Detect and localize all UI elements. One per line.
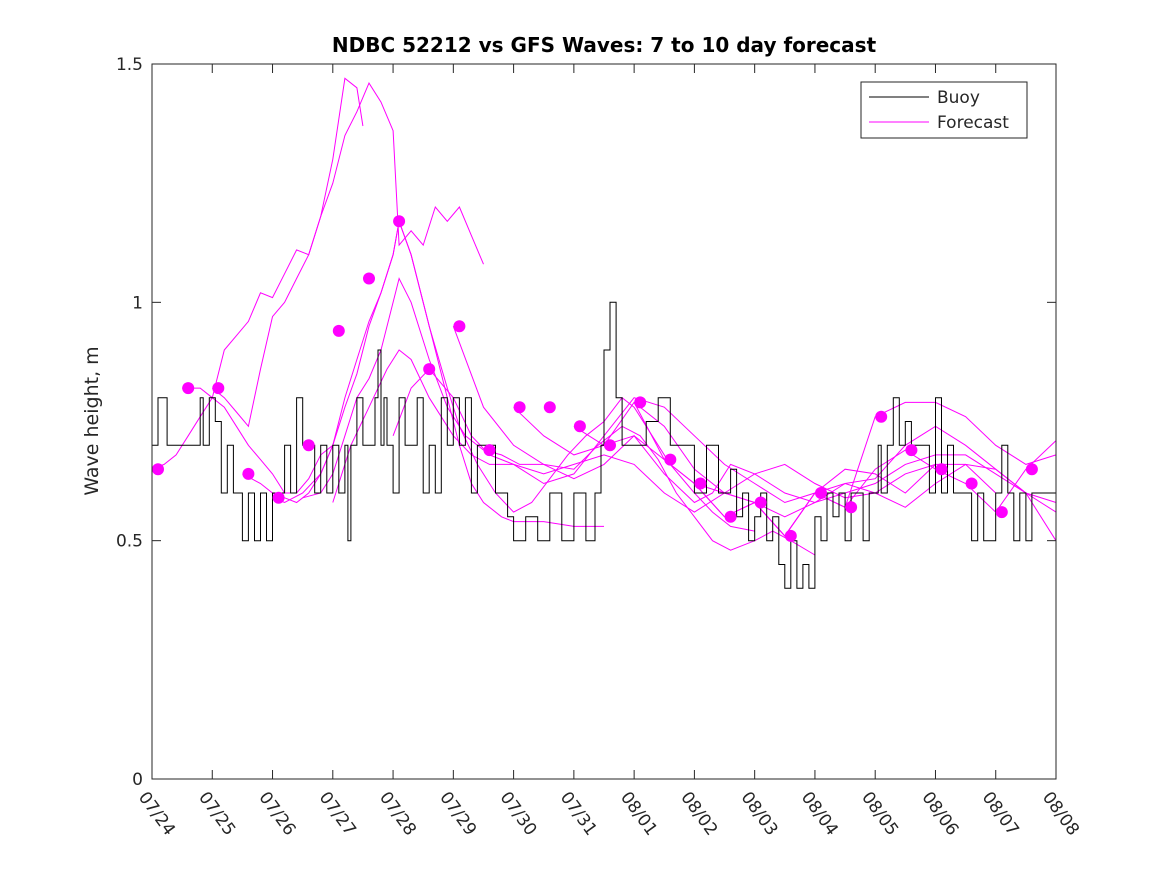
forecast-marker-24	[875, 410, 888, 423]
forecast-marker-28	[995, 506, 1008, 519]
legend-box	[860, 81, 1028, 139]
forecast-line-8	[452, 326, 1057, 504]
forecast-marker-13	[543, 401, 556, 414]
chart-title: NDBC 52212 vs GFS Waves: 7 to 10 day for…	[332, 33, 877, 57]
forecast-line-0	[151, 396, 334, 494]
forecast-marker-8	[393, 215, 406, 228]
forecast-marker-1	[182, 382, 195, 395]
forecast-markers	[152, 215, 1038, 542]
forecast-marker-12	[513, 401, 526, 414]
forecast-marker-27	[965, 477, 978, 490]
forecast-marker-10	[453, 320, 466, 333]
forecast-marker-9	[423, 363, 436, 376]
forecast-line-2	[211, 82, 484, 428]
forecast-marker-15	[604, 439, 616, 452]
forecast-marker-18	[694, 477, 707, 490]
forecast-marker-22	[815, 487, 827, 499]
forecast-marker-26	[935, 463, 948, 476]
forecast-marker-7	[363, 272, 375, 285]
forecast-marker-25	[905, 444, 918, 457]
forecast-marker-0	[152, 463, 164, 476]
forecast-marker-3	[242, 467, 255, 480]
legend-label-forecast: Forecast	[937, 113, 1009, 133]
forecast-line-5	[302, 277, 816, 556]
forecast-marker-2	[212, 382, 225, 395]
forecast-marker-4	[272, 491, 285, 504]
y-tick-label-3: 1.5	[116, 55, 143, 75]
y-axis-label: Wave height, m	[81, 346, 103, 495]
forecast-marker-6	[332, 324, 345, 337]
legend: Buoy Forecast	[860, 81, 1028, 139]
forecast-marker-21	[784, 529, 797, 542]
plot-area: 07/24 07/25 07/26 07/27 07/28 07/29 07/30 07/31…	[116, 55, 1083, 840]
forecast-line-1	[182, 77, 364, 399]
y-ticks: 0 0.5 1 1.5	[116, 55, 1056, 790]
legend-label-buoy: Buoy	[937, 88, 980, 108]
y-tick-label-1: 0.5	[116, 532, 143, 552]
forecast-marker-5	[302, 439, 315, 452]
forecast-marker-19	[724, 510, 737, 523]
forecast-marker-11	[483, 444, 496, 457]
forecast-marker-17	[664, 453, 677, 466]
y-tick-label-0: 0	[132, 770, 143, 790]
forecast-marker-23	[845, 501, 858, 514]
forecast-marker-14	[573, 420, 586, 433]
y-tick-label-2: 1	[132, 293, 143, 313]
forecast-marker-29	[1025, 463, 1038, 476]
axes-box	[151, 63, 1057, 780]
forecast-marker-20	[754, 496, 767, 509]
forecast-marker-16	[634, 396, 647, 409]
